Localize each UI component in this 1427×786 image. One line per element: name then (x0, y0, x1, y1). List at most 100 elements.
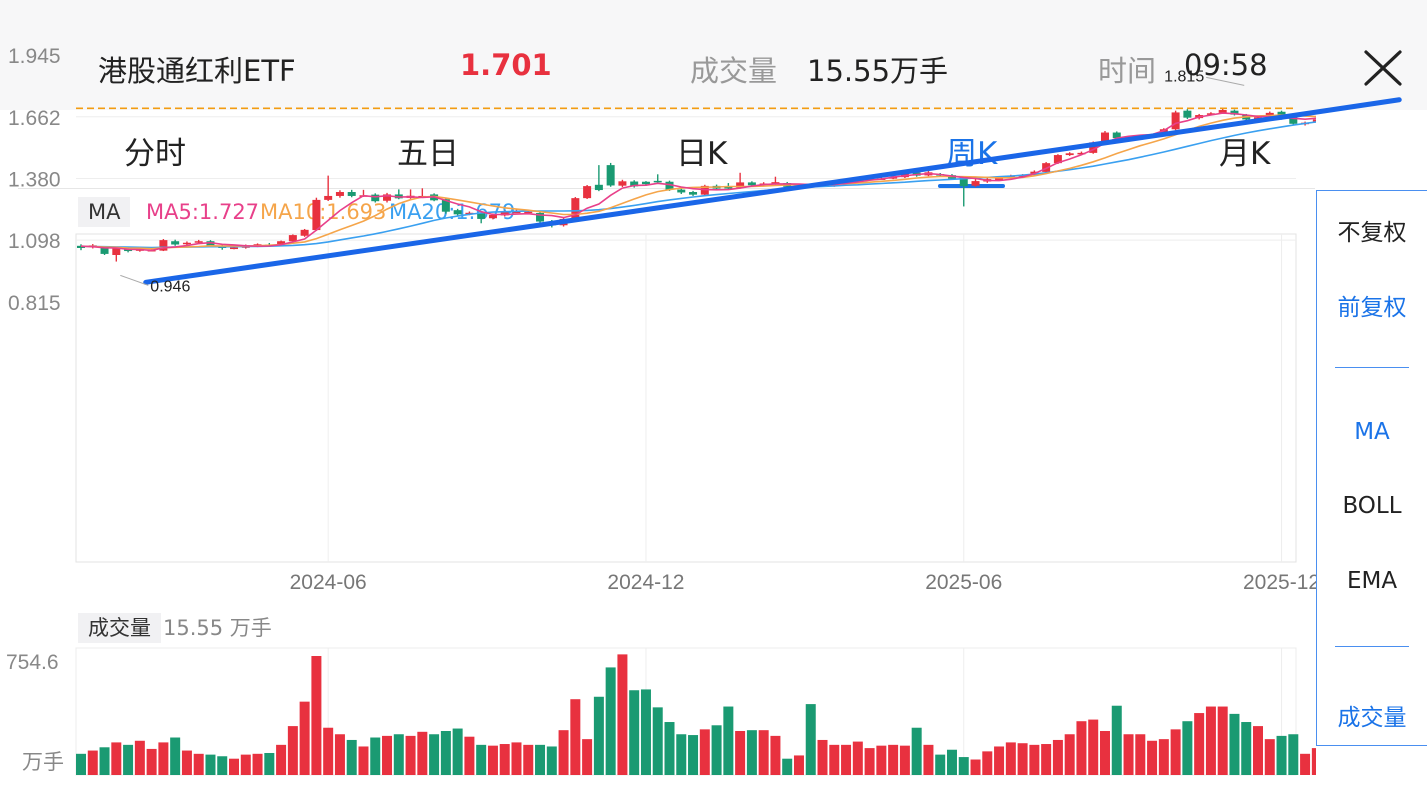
y-tick-label: 1.945 (8, 45, 61, 68)
y-tick-label: 0.815 (8, 292, 61, 315)
candlestick-chart[interactable]: 1.945 1.662 1.380 1.098 0.815 2024-06 2024-12 2… (0, 0, 1316, 600)
volume-bar (452, 728, 463, 775)
candle-body (288, 235, 297, 242)
candle-body (665, 181, 674, 190)
volume-bar (476, 744, 487, 775)
volume-bar (770, 735, 781, 775)
security-name: 港股通红利ETF (98, 54, 296, 88)
volume-bar (746, 730, 757, 775)
candle-body (1289, 116, 1298, 124)
volume-value: 15.55万手 (807, 54, 949, 88)
ma20-line (80, 121, 1316, 249)
volume-bar (664, 722, 675, 775)
candle-body (1218, 110, 1227, 113)
low-annotation: 0.946 (150, 278, 190, 295)
volume-bar (287, 726, 298, 775)
ma-option[interactable]: MA (1354, 419, 1390, 445)
x-tick-label: 2024-06 (290, 571, 367, 594)
no-adjust-option[interactable]: 不复权 (1337, 220, 1407, 246)
volume-bar (1005, 742, 1016, 775)
boll-option[interactable]: BOLL (1342, 493, 1402, 519)
candle-body (995, 178, 1004, 180)
volume-bar (1253, 726, 1263, 775)
volume-max-label: 754.6 (6, 651, 59, 674)
volume-bar (229, 758, 240, 775)
close-icon[interactable] (1362, 48, 1406, 88)
active-tab-underline (938, 184, 1005, 188)
volume-unit-label: 万手 (22, 750, 64, 774)
volume-bar (1123, 734, 1134, 775)
volume-bar (323, 727, 334, 775)
volume-bar (617, 654, 628, 775)
tab-intraday[interactable]: 分时 (124, 136, 186, 172)
candle-body (900, 172, 909, 178)
volume-bar (99, 747, 110, 775)
volume-bar (817, 739, 828, 775)
volume-option[interactable]: 成交量 (1337, 705, 1407, 731)
candle-body (171, 241, 180, 245)
volume-bar (487, 745, 498, 775)
volume-tag[interactable]: 成交量 (78, 613, 161, 643)
volume-bar (393, 734, 404, 775)
candle-body (441, 199, 450, 212)
plot-frame (75, 233, 1297, 563)
annotation-leader (120, 274, 149, 286)
x-tick-label: 2025-12 (1243, 571, 1316, 594)
volume-bar (535, 744, 546, 775)
time-value: 09:58 (1184, 48, 1268, 82)
volume-bar (523, 744, 534, 775)
candle-body (324, 195, 333, 200)
y-tick-label: 1.098 (8, 230, 61, 253)
candle-body (1077, 152, 1086, 155)
volume-bar (570, 699, 581, 775)
volume-bar (123, 744, 134, 775)
volume-bar (417, 731, 428, 775)
forward-adjust-option[interactable]: 前复权 (1337, 295, 1407, 321)
volume-bar (346, 739, 357, 775)
quote-header: 港股通红利ETF 1.701 成交量 15.55万手 时间 09:58 (0, 0, 1427, 110)
volume-bar (782, 758, 793, 775)
volume-bar (946, 749, 957, 775)
volume-bar (181, 750, 192, 775)
y-tick-label: 1.662 (8, 107, 61, 130)
panel-divider (1335, 646, 1409, 647)
volume-bar (334, 734, 345, 775)
candle-body (500, 211, 509, 216)
candle-body (230, 247, 239, 250)
candle-body (453, 210, 462, 215)
candle-body (335, 192, 344, 196)
volume-bar (440, 730, 451, 775)
indicator-tag[interactable]: MA (78, 197, 131, 227)
high-annotation: 1.815 (1164, 68, 1204, 85)
volume-bar (252, 753, 263, 775)
volume-bar (1029, 744, 1040, 775)
x-tick-label: 2024-12 (607, 571, 684, 594)
candle-body (641, 181, 650, 185)
volume-bar (994, 746, 1005, 775)
volume-bar (111, 742, 122, 775)
tab-five-day[interactable]: 五日 (397, 136, 459, 172)
volume-bar (1276, 735, 1287, 775)
tab-daily-k[interactable]: 日K (676, 136, 728, 172)
tab-monthly-k[interactable]: 月K (1219, 136, 1271, 172)
volume-bar (841, 744, 852, 775)
volume-bar (593, 696, 604, 775)
candle-body (959, 177, 968, 187)
candle-body (1230, 110, 1239, 115)
ma5-legend: MA5:1.727 (146, 200, 260, 224)
volume-chart[interactable]: 754.6 万手 (0, 0, 1316, 786)
volume-bar (852, 741, 863, 775)
trend-line (143, 114, 1285, 285)
volume-bar (758, 730, 769, 775)
volume-bar (829, 744, 840, 775)
volume-bar (1311, 748, 1316, 775)
ma5-line (80, 112, 1316, 252)
volume-bar (1241, 722, 1252, 775)
ema-option[interactable]: EMA (1346, 568, 1398, 594)
volume-bar (876, 745, 887, 775)
volume-bar (982, 751, 993, 775)
volume-bar (582, 739, 593, 775)
volume-bar (935, 754, 946, 775)
volume-bar (499, 744, 510, 775)
volume-bar (958, 757, 969, 775)
